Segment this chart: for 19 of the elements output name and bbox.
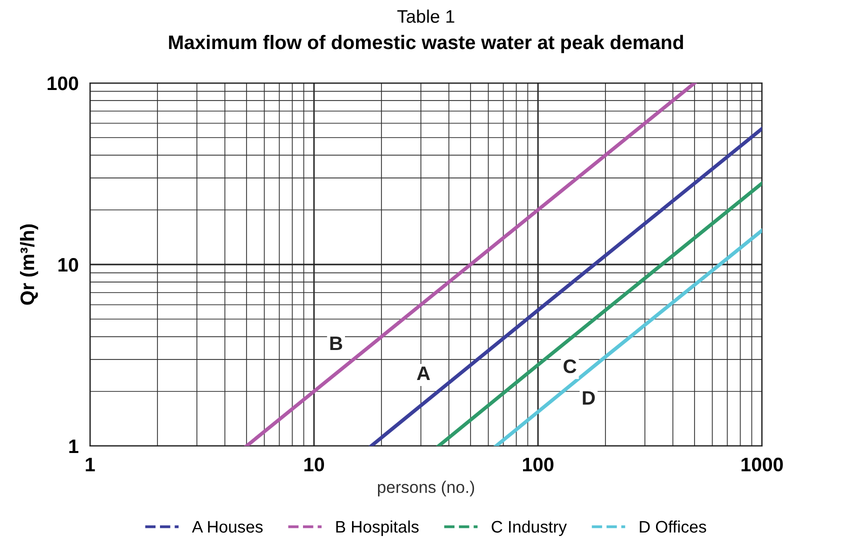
annotation: D bbox=[582, 391, 595, 405]
x-tick-label: 1 bbox=[86, 458, 95, 472]
chart-title: Table 1 bbox=[397, 10, 454, 23]
y-tick-label: 1 bbox=[69, 440, 78, 454]
y-tick-label: 10 bbox=[58, 258, 78, 272]
legend-label: B Hospitals bbox=[336, 520, 419, 536]
x-axis-title: persons (no.) bbox=[378, 480, 474, 496]
x-tick-label: 1000 bbox=[742, 458, 783, 472]
annotation: C bbox=[564, 359, 576, 374]
chart-subtitle: Maximum flow of domestic waste water at peak demand bbox=[169, 34, 683, 54]
annotation: A bbox=[416, 366, 430, 380]
legend-label: C Industry bbox=[492, 520, 567, 536]
x-tick-label: 100 bbox=[523, 458, 554, 472]
y-tick-label: 100 bbox=[48, 76, 78, 90]
legend-label: D Offices bbox=[640, 520, 706, 533]
x-tick-label: 10 bbox=[304, 458, 324, 472]
legend-label: A Houses bbox=[192, 521, 263, 533]
y-axis-title: Qr (m³/h) bbox=[20, 224, 38, 305]
annotation: B bbox=[330, 336, 342, 350]
